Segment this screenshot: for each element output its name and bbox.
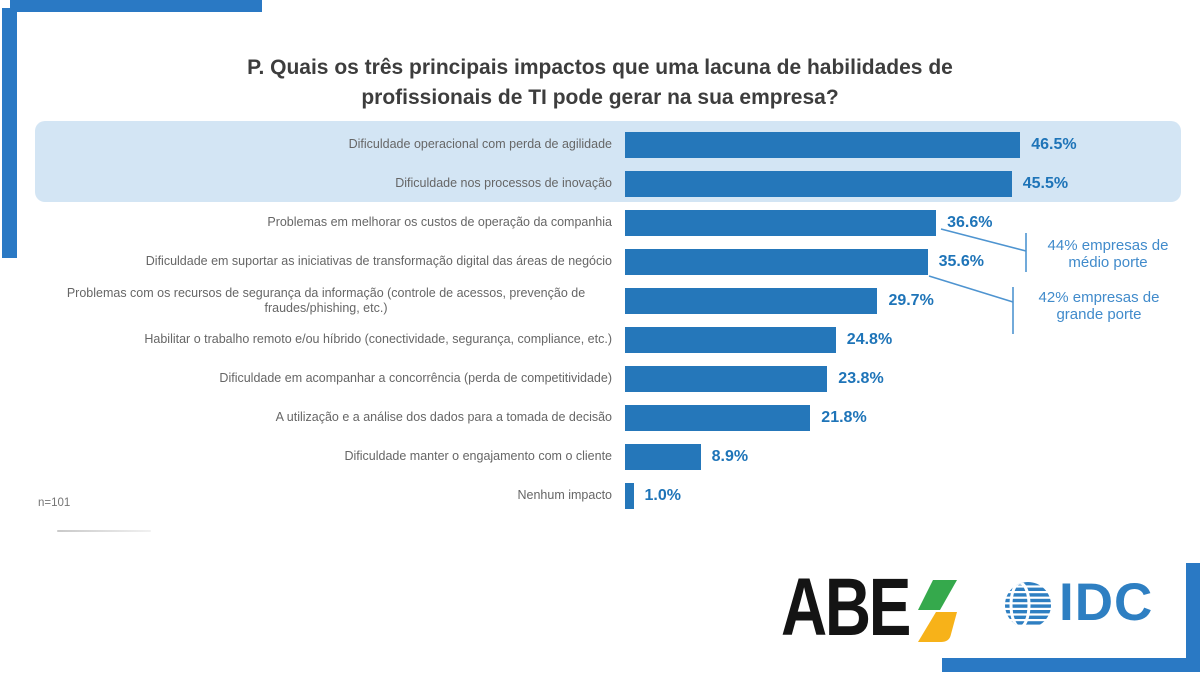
value-label: 24.8% [846, 330, 893, 348]
chart-title: P. Quais os três principais impactos que… [15, 53, 1185, 113]
chart-title-line2: profissionais de TI pode gerar na sua em… [361, 86, 839, 109]
chart-row: Dificuldade operacional com perda de agi… [40, 125, 1190, 164]
value-label: 8.9% [711, 447, 749, 465]
value-label: 29.7% [888, 291, 934, 309]
idc-globe-icon [1005, 582, 1051, 628]
value-label: 46.5% [1031, 135, 1077, 153]
abes-logo-letters: ABE [781, 562, 911, 653]
value-label: 21.8% [821, 408, 867, 426]
value-label: 1.0% [644, 486, 681, 504]
bar [625, 170, 1012, 197]
category-label: Habilitar o trabalho remoto e/ou híbrido… [144, 332, 612, 347]
category-label: Nenhum impacto [517, 488, 613, 503]
annotation-medio-porte: 44% empresas de médio porte [1047, 237, 1169, 271]
bar [625, 482, 634, 509]
annotation-grande-porte: 42% empresas de grande porte [1038, 289, 1160, 323]
chart-title-line1: P. Quais os três principais impactos que… [247, 56, 953, 79]
category-label: A utilização e a análise dos dados para … [275, 410, 612, 425]
category-label: Dificuldade em suportar as iniciativas d… [145, 254, 612, 269]
abes-logo: ABE [781, 567, 961, 649]
top-left-accent-horizontal-bar [10, 0, 262, 12]
chart-row: Dificuldade em suportar as iniciativas d… [40, 242, 1190, 281]
value-label: 23.8% [838, 369, 884, 387]
bar [625, 248, 928, 275]
category-label: Dificuldade nos processos de inovação [395, 176, 612, 191]
category-label: Problemas em melhorar os custos de opera… [267, 215, 612, 230]
chart-row: Problemas em melhorar os custos de opera… [40, 203, 1190, 242]
chart-row: A utilização e a análise dos dados para … [40, 398, 1190, 437]
category-label: Dificuldade manter o engajamento com o c… [344, 449, 612, 464]
value-label: 35.6% [938, 252, 984, 270]
bar [625, 131, 1021, 158]
idc-logo: IDC [1005, 573, 1154, 632]
bar [625, 404, 811, 431]
bar [625, 443, 701, 470]
footnote-divider-line [57, 530, 151, 532]
idc-logo-letters: IDC [1059, 573, 1154, 632]
value-label: 36.6% [947, 213, 993, 231]
chart-row: Nenhum impacto 1.0% [40, 476, 1190, 515]
bottom-right-accent-vertical-bar [1186, 563, 1200, 672]
chart-row: Habilitar o trabalho remoto e/ou híbrido… [40, 320, 1190, 359]
chart-rows: Dificuldade operacional com perda de agi… [40, 125, 1190, 515]
top-left-accent-vertical-bar [2, 8, 17, 258]
bottom-right-accent-horizontal-bar [942, 658, 1200, 672]
category-label: Dificuldade operacional com perda de agi… [348, 137, 612, 152]
bar [625, 209, 937, 236]
bar [625, 365, 828, 392]
bar [625, 287, 878, 314]
chart-row: Problemas com os recursos de segurança d… [40, 281, 1190, 320]
value-label: 45.5% [1022, 174, 1069, 192]
chart-row: Dificuldade nos processos de inovação 45.… [40, 164, 1190, 203]
sample-size-note: n=101 [38, 497, 71, 509]
category-label: Problemas com os recursos de segurança d… [66, 286, 586, 315]
bar [625, 326, 836, 353]
chart-row: Dificuldade em acompanhar a concorrência… [40, 359, 1190, 398]
category-label: Dificuldade em acompanhar a concorrência… [219, 371, 612, 386]
chart-row: Dificuldade manter o engajamento com o c… [40, 437, 1190, 476]
abes-logo-s-mark [918, 580, 957, 642]
